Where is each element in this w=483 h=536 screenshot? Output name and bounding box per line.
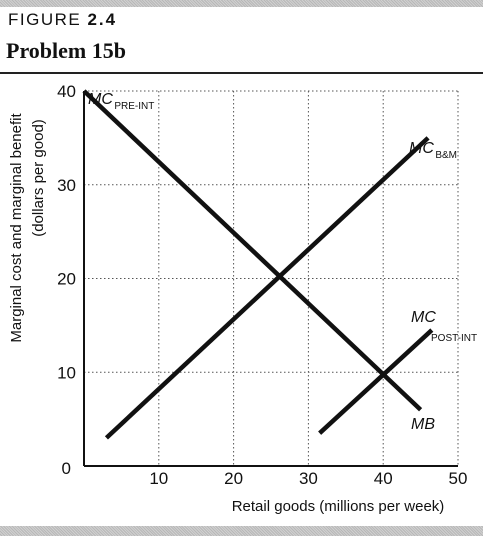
- x-tick-label: 10: [149, 469, 168, 488]
- y-axis-title-line1: Marginal cost and marginal benefit: [8, 113, 25, 343]
- x-tick-label: 30: [299, 469, 318, 488]
- y-tick-label: 10: [57, 363, 76, 382]
- series-sublabel-mc-b-m: B&M: [435, 150, 457, 161]
- figure-label-number: 2.4: [87, 10, 118, 29]
- axes: [83, 91, 458, 467]
- bottom-border-stripe: [0, 526, 483, 536]
- series-line-mc-pre-int: [82, 89, 423, 412]
- origin-label: 0: [62, 459, 71, 478]
- figure-title: Problem 15b: [6, 38, 126, 63]
- series-label-mc-post-int: MC: [411, 309, 436, 326]
- figure-label-prefix: FIGURE: [8, 10, 82, 29]
- series-sublabel-mc-post-int: POST-INT: [431, 333, 477, 344]
- y-tick-label: 30: [57, 176, 76, 195]
- grid-lines: [84, 90, 459, 466]
- series-sublabel-mc-pre-int: PRE-INT: [114, 101, 154, 112]
- series-lines: [82, 89, 434, 440]
- series-label-mc-pre-int: MC: [88, 91, 113, 108]
- y-axis-title-line2: (dollars per good): [30, 119, 47, 237]
- series-label-mc-b-m: MC: [409, 140, 434, 157]
- top-border-stripe: [0, 0, 483, 7]
- y-tick-label: 20: [57, 270, 76, 289]
- series-line-mc-post-int: [318, 328, 434, 435]
- x-axis-title: Retail goods (millions per week): [232, 498, 445, 515]
- series-line-mc-b-m: [104, 136, 430, 440]
- x-tick-label: 40: [374, 469, 393, 488]
- title-divider: [0, 72, 483, 74]
- series-label-mb: MB: [411, 416, 435, 433]
- figure-label: FIGURE 2.4: [8, 10, 117, 30]
- x-tick-label: 50: [449, 469, 468, 488]
- y-tick-label: 40: [57, 82, 76, 101]
- x-tick-label: 20: [224, 469, 243, 488]
- tick-labels: 10 20 30 40 50 10 20 30 40 0: [57, 82, 467, 488]
